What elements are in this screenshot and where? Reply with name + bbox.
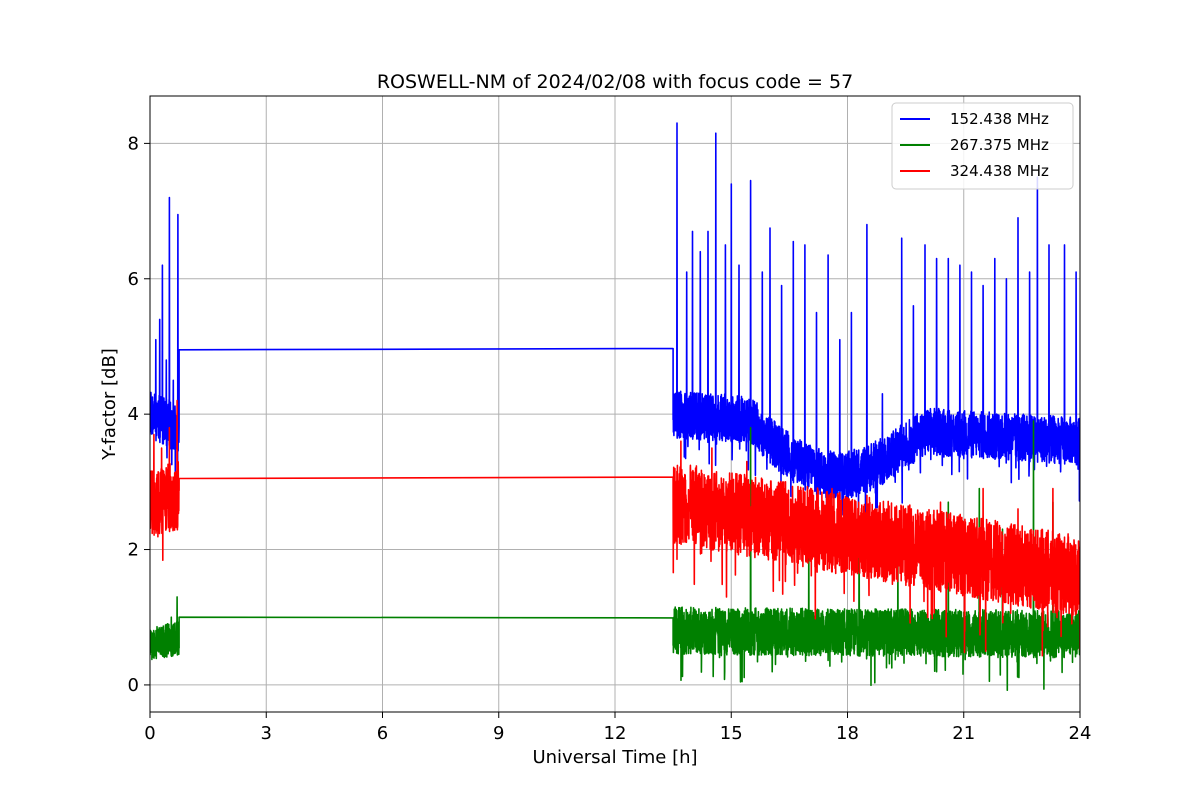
x-tick-label: 15 xyxy=(720,723,743,744)
x-tick-label: 6 xyxy=(377,723,388,744)
x-tick-label: 9 xyxy=(493,723,504,744)
y-tick-label: 6 xyxy=(128,269,139,290)
y-tick-label: 0 xyxy=(128,675,139,696)
series-group xyxy=(150,122,1080,691)
x-tick-label: 21 xyxy=(952,723,975,744)
x-tick-label: 24 xyxy=(1069,723,1092,744)
y-axis-ticks: 0 2 4 6 8 xyxy=(128,133,150,696)
x-axis-ticks: 0 3 6 9 12 15 18 21 24 xyxy=(144,712,1091,744)
x-axis-label: Universal Time [h] xyxy=(532,747,697,768)
y-tick-label: 8 xyxy=(128,133,139,154)
legend-entry: 152.438 MHz xyxy=(950,110,1049,128)
legend-entry: 267.375 MHz xyxy=(950,136,1049,154)
x-tick-label: 3 xyxy=(261,723,272,744)
y-tick-label: 2 xyxy=(128,540,139,561)
x-tick-label: 18 xyxy=(836,723,859,744)
series-line-1 xyxy=(150,122,1080,533)
series-line-3 xyxy=(150,399,1080,657)
legend-box xyxy=(891,102,1074,190)
y-tick-label: 4 xyxy=(128,404,139,425)
series-line-2 xyxy=(150,420,1080,691)
x-tick-label: 0 xyxy=(144,723,155,744)
y-axis-label: Y-factor [dB] xyxy=(99,348,120,461)
legend-entry: 324.438 MHz xyxy=(950,162,1049,180)
legend: 152.438 MHz 267.375 MHz 324.438 MHz xyxy=(891,102,1074,190)
chart-title: ROSWELL-NM of 2024/02/08 with focus code… xyxy=(377,71,853,93)
x-tick-label: 12 xyxy=(604,723,627,744)
